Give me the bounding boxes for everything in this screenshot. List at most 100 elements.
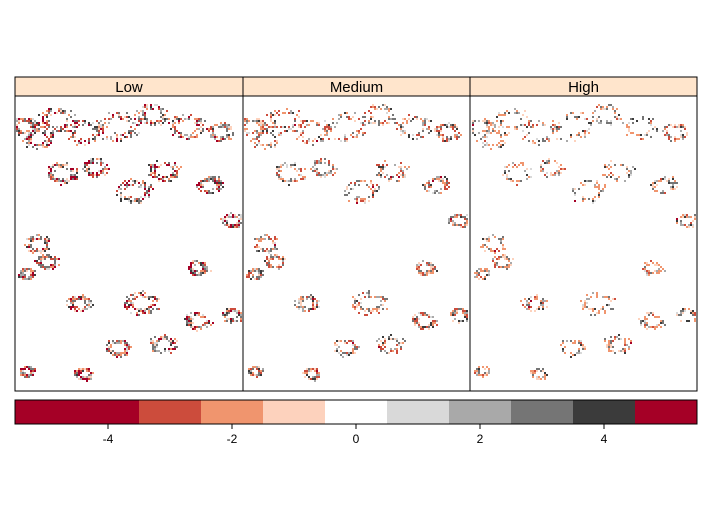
raster-cell (218, 126, 220, 128)
raster-cell (90, 306, 92, 308)
raster-cell (50, 140, 52, 142)
raster-cell (460, 320, 462, 322)
raster-cell (256, 270, 258, 272)
raster-cell (582, 196, 584, 198)
raster-cell (646, 312, 648, 314)
raster-cell (354, 348, 356, 350)
raster-cell (48, 256, 50, 258)
raster-cell (656, 262, 658, 264)
raster-cell (190, 114, 192, 116)
raster-cell (604, 174, 606, 176)
raster-cell (260, 132, 262, 134)
raster-cell (258, 140, 260, 142)
raster-cell (230, 224, 232, 226)
raster-cell (258, 278, 260, 280)
raster-cell (76, 372, 78, 374)
raster-cell (464, 314, 466, 316)
raster-cell (144, 188, 146, 190)
raster-cell (128, 304, 130, 306)
raster-cell (270, 114, 272, 116)
raster-cell (196, 122, 198, 124)
raster-cell (376, 164, 378, 166)
raster-cell (150, 170, 152, 172)
raster-cell (424, 326, 426, 328)
raster-cell (400, 124, 402, 126)
raster-cell (258, 120, 260, 122)
raster-cell (144, 194, 146, 196)
raster-cell (40, 238, 42, 240)
raster-cell (36, 122, 38, 124)
raster-cell (352, 352, 354, 354)
raster-cell (254, 374, 256, 376)
raster-cell (62, 166, 64, 168)
raster-cell (316, 376, 318, 378)
raster-cell (120, 140, 122, 142)
raster-cell (332, 122, 334, 124)
raster-cell (52, 132, 54, 134)
raster-cell (436, 178, 438, 180)
raster-cell (378, 306, 380, 308)
raster-cell (558, 172, 560, 174)
raster-cell (424, 274, 426, 276)
raster-cell (298, 116, 300, 118)
raster-cell (216, 140, 218, 142)
raster-cell (124, 180, 126, 182)
raster-cell (600, 106, 602, 108)
raster-cell (434, 178, 436, 180)
raster-cell (214, 136, 216, 138)
raster-cell (644, 318, 646, 320)
raster-cell (56, 258, 58, 260)
raster-cell (152, 348, 154, 350)
raster-cell (352, 348, 354, 350)
raster-cell (106, 136, 108, 138)
raster-cell (554, 172, 556, 174)
raster-cell (118, 116, 120, 118)
raster-cell (158, 180, 160, 182)
raster-cell (484, 120, 486, 122)
raster-cell (114, 342, 116, 344)
raster-cell (484, 276, 486, 278)
raster-cell (252, 138, 254, 140)
raster-cell (502, 246, 504, 248)
raster-cell (102, 130, 104, 132)
raster-cell (390, 348, 392, 350)
raster-cell (450, 136, 452, 138)
raster-cell (66, 162, 68, 164)
raster-cell (298, 174, 300, 176)
raster-cell (404, 130, 406, 132)
raster-cell (420, 136, 422, 138)
raster-cell (530, 168, 532, 170)
raster-cell (90, 172, 92, 174)
raster-cell (16, 124, 18, 126)
raster-cell (394, 122, 396, 124)
raster-cell (640, 134, 642, 136)
raster-cell (228, 126, 230, 128)
raster-cell (368, 122, 370, 124)
raster-cell (574, 116, 576, 118)
raster-cell (516, 112, 518, 114)
raster-cell (644, 270, 646, 272)
raster-cell (376, 108, 378, 110)
raster-cell (584, 136, 586, 138)
raster-cell (372, 122, 374, 124)
raster-cell (558, 122, 560, 124)
raster-cell (124, 132, 126, 134)
raster-cell (226, 124, 228, 126)
raster-cell (384, 342, 386, 344)
raster-cell (86, 304, 88, 306)
raster-cell (584, 180, 586, 182)
raster-cell (484, 250, 486, 252)
raster-cell (216, 188, 218, 190)
raster-cell (104, 122, 106, 124)
raster-cell (42, 248, 44, 250)
raster-cell (250, 370, 252, 372)
raster-cell (508, 178, 510, 180)
raster-cell (28, 250, 30, 252)
raster-cell (494, 252, 496, 254)
raster-cell (378, 308, 380, 310)
raster-cell (436, 320, 438, 322)
raster-cell (356, 198, 358, 200)
raster-cell (284, 180, 286, 182)
raster-cell (124, 184, 126, 186)
raster-cell (228, 134, 230, 136)
